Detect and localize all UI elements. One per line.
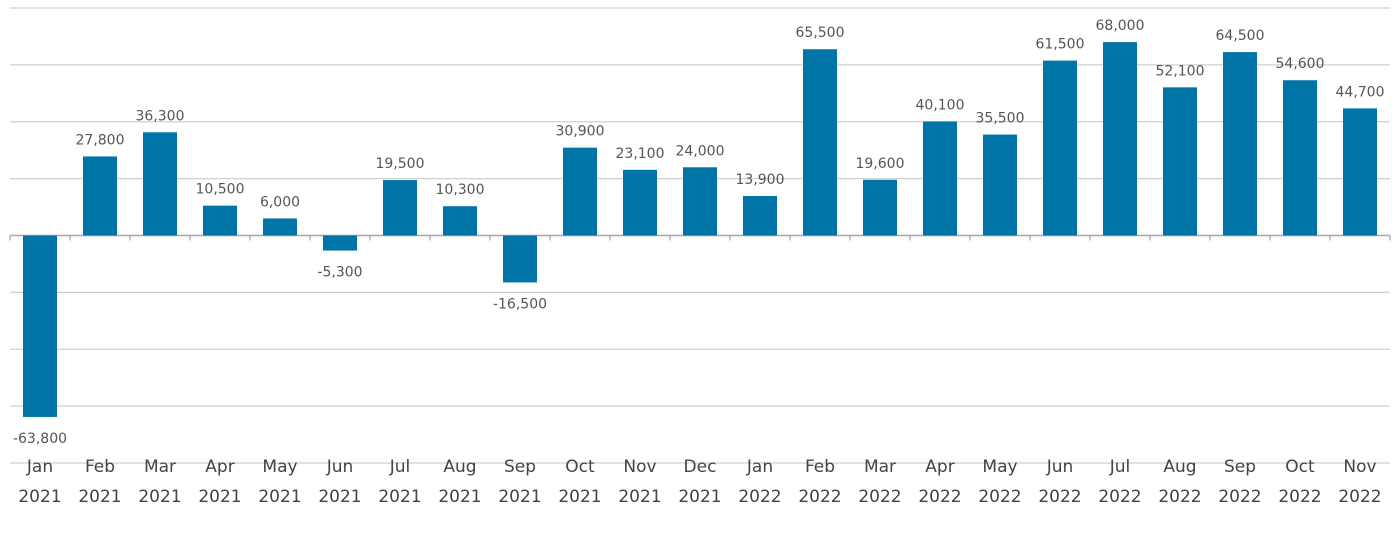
x-tick-label: Aug 2022 bbox=[1158, 457, 1201, 507]
x-tick-label: Jan 2022 bbox=[738, 457, 781, 507]
bar bbox=[683, 167, 717, 236]
bar bbox=[143, 132, 177, 236]
x-tick-label: Jun 2021 bbox=[318, 457, 361, 507]
bar bbox=[1283, 80, 1317, 236]
data-label: 10,300 bbox=[436, 182, 485, 198]
x-tick-label: Jul 2021 bbox=[378, 457, 421, 507]
x-tick-label: Jun 2022 bbox=[1038, 457, 1081, 507]
bar bbox=[323, 235, 357, 251]
x-tick-label: Mar 2022 bbox=[858, 457, 901, 507]
data-label: -63,800 bbox=[13, 431, 67, 447]
data-label: 27,800 bbox=[76, 132, 125, 148]
bar bbox=[503, 235, 537, 283]
bar bbox=[743, 195, 777, 236]
x-tick-label: Oct 2022 bbox=[1278, 457, 1321, 507]
x-tick-label: Apr 2022 bbox=[918, 457, 961, 507]
data-label: 23,100 bbox=[616, 146, 665, 162]
bar bbox=[623, 169, 657, 236]
x-tick-label: Dec 2021 bbox=[678, 457, 721, 507]
data-label: 19,500 bbox=[376, 156, 425, 172]
data-label: 36,300 bbox=[136, 108, 185, 124]
data-label: -16,500 bbox=[493, 296, 547, 312]
data-label: 30,900 bbox=[556, 124, 605, 140]
x-tick-label: Jan 2021 bbox=[18, 457, 61, 507]
x-tick-label: Oct 2021 bbox=[558, 457, 601, 507]
data-label: 61,500 bbox=[1036, 37, 1085, 53]
x-tick-label: Nov 2021 bbox=[618, 457, 661, 507]
data-label: 19,600 bbox=[856, 156, 905, 172]
bar bbox=[1043, 60, 1077, 236]
bar bbox=[83, 156, 117, 236]
bar bbox=[923, 121, 957, 236]
bar bbox=[383, 180, 417, 236]
data-label: 54,600 bbox=[1276, 56, 1325, 72]
data-label: -5,300 bbox=[317, 265, 362, 281]
bar bbox=[1343, 108, 1377, 236]
bar bbox=[263, 218, 297, 236]
x-tick-label: Apr 2021 bbox=[198, 457, 241, 507]
bar bbox=[863, 179, 897, 236]
bar bbox=[1223, 52, 1257, 236]
data-label: 10,500 bbox=[196, 182, 245, 198]
bar bbox=[1163, 87, 1197, 236]
bar bbox=[23, 235, 57, 417]
data-label: 13,900 bbox=[736, 172, 785, 188]
data-label: 52,100 bbox=[1156, 63, 1205, 79]
data-label: 68,000 bbox=[1096, 18, 1145, 34]
data-label: 64,500 bbox=[1216, 28, 1265, 44]
data-label: 24,000 bbox=[676, 143, 725, 159]
data-label: 65,500 bbox=[796, 25, 845, 41]
x-tick-label: Mar 2021 bbox=[138, 457, 181, 507]
bar bbox=[803, 49, 837, 236]
data-label: 40,100 bbox=[916, 97, 965, 113]
bar bbox=[203, 205, 237, 236]
bar bbox=[443, 206, 477, 236]
x-tick-label: Aug 2021 bbox=[438, 457, 481, 507]
x-tick-label: Jul 2022 bbox=[1098, 457, 1141, 507]
bar bbox=[563, 147, 597, 236]
data-label: 44,700 bbox=[1336, 84, 1385, 100]
x-tick-label: Sep 2022 bbox=[1218, 457, 1261, 507]
x-tick-label: Feb 2021 bbox=[78, 457, 121, 507]
x-tick-label: Nov 2022 bbox=[1338, 457, 1381, 507]
data-label: 6,000 bbox=[260, 194, 300, 210]
x-tick-label: Feb 2022 bbox=[798, 457, 841, 507]
x-tick-label: Sep 2021 bbox=[498, 457, 541, 507]
data-label: 35,500 bbox=[976, 111, 1025, 127]
x-tick-label: May 2021 bbox=[258, 457, 301, 507]
bar bbox=[983, 134, 1017, 236]
x-tick-label: May 2022 bbox=[978, 457, 1021, 507]
bar bbox=[1103, 42, 1137, 236]
